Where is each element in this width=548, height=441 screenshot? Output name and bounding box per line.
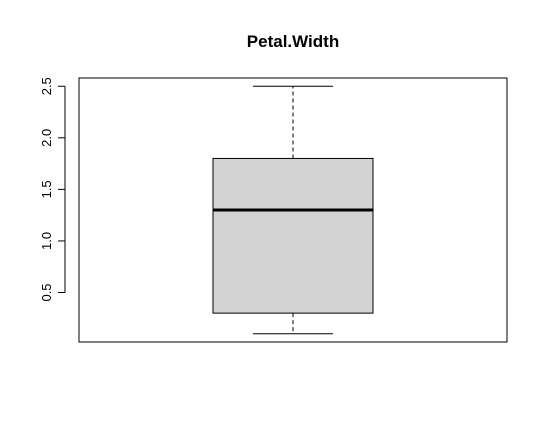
y-tick-label: 2.5 bbox=[39, 77, 54, 95]
y-axis: 0.5 1.0 1.5 2.0 2.5 bbox=[39, 77, 66, 302]
chart-title: Petal.Width bbox=[247, 32, 339, 51]
y-tick-label: 2.0 bbox=[39, 129, 54, 147]
y-tick-label: 1.5 bbox=[39, 180, 54, 198]
y-tick-label: 1.0 bbox=[39, 232, 54, 250]
plot-frame bbox=[78, 77, 508, 343]
box-iqr bbox=[212, 157, 374, 314]
y-tick-label: 0.5 bbox=[39, 283, 54, 301]
box-layer bbox=[212, 85, 374, 335]
